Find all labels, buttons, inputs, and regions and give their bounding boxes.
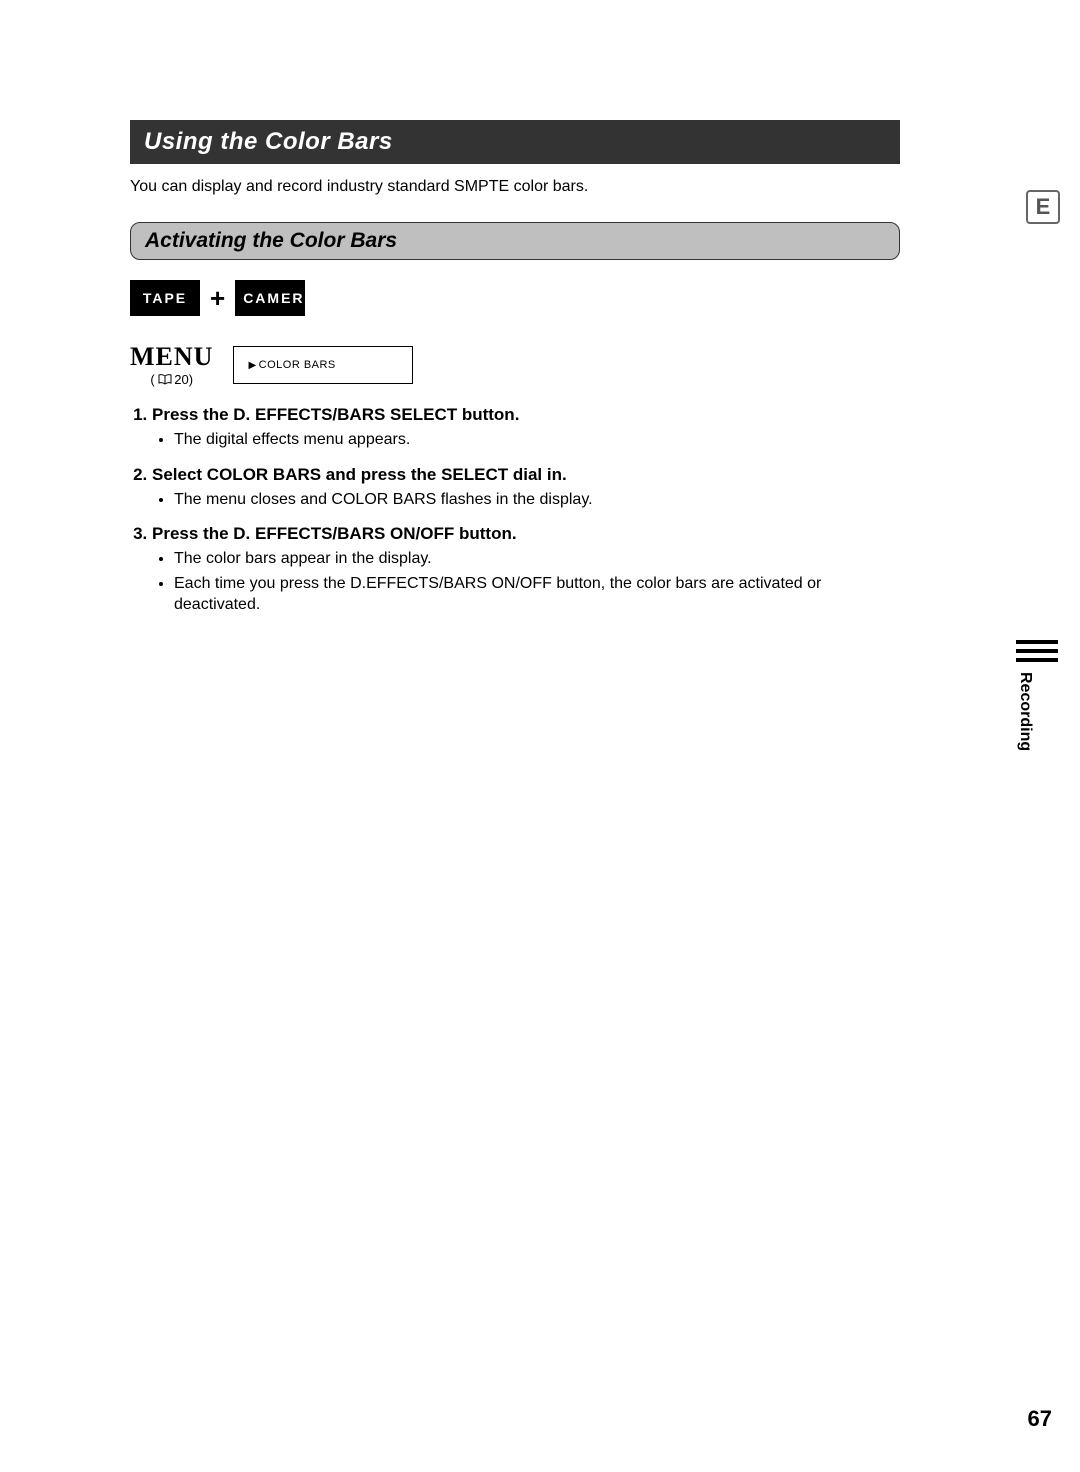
mode-camera: CAMERA xyxy=(235,280,305,316)
section-tab-label: Recording xyxy=(1016,672,1034,751)
mode-tape: TAPE xyxy=(130,280,200,316)
intro-text: You can display and record industry stan… xyxy=(130,178,900,196)
step-1-bullet-1: The digital effects menu appears. xyxy=(174,429,900,451)
language-badge: E xyxy=(1026,190,1060,224)
step-3-bullet-1: The color bars appear in the display. xyxy=(174,548,900,570)
triangle-icon: ▶ xyxy=(248,360,256,371)
section-subheader: Activating the Color Bars xyxy=(130,222,900,260)
page-title: Using the Color Bars xyxy=(130,120,900,164)
menu-page-ref: ( 20) xyxy=(130,372,213,387)
step-2-heading: Select COLOR BARS and press the SELECT d… xyxy=(152,465,567,484)
section-tab: Recording xyxy=(1016,640,1058,751)
tab-lines-icon xyxy=(1016,640,1058,662)
menu-option-text: COLOR BARS xyxy=(259,359,336,371)
step-1-heading: Press the D. EFFECTS/BARS SELECT button. xyxy=(152,405,519,424)
step-2: Select COLOR BARS and press the SELECT d… xyxy=(152,465,900,511)
menu-path: MENU ( 20) ▶COLOR BARS xyxy=(130,342,900,387)
step-3-heading: Press the D. EFFECTS/BARS ON/OFF button. xyxy=(152,524,517,543)
step-2-bullet-1: The menu closes and COLOR BARS flashes i… xyxy=(174,489,900,511)
page-number: 67 xyxy=(1028,1406,1052,1432)
step-1: Press the D. EFFECTS/BARS SELECT button.… xyxy=(152,405,900,451)
menu-option-box: ▶COLOR BARS xyxy=(233,346,413,384)
plus-icon: + xyxy=(210,283,225,314)
book-icon xyxy=(158,374,172,385)
mode-indicator: TAPE + CAMERA xyxy=(130,280,900,316)
steps-list: Press the D. EFFECTS/BARS SELECT button.… xyxy=(130,405,900,616)
step-3-bullet-2: Each time you press the D.EFFECTS/BARS O… xyxy=(174,573,900,616)
step-3: Press the D. EFFECTS/BARS ON/OFF button.… xyxy=(152,524,900,616)
menu-label: MENU xyxy=(130,342,213,372)
